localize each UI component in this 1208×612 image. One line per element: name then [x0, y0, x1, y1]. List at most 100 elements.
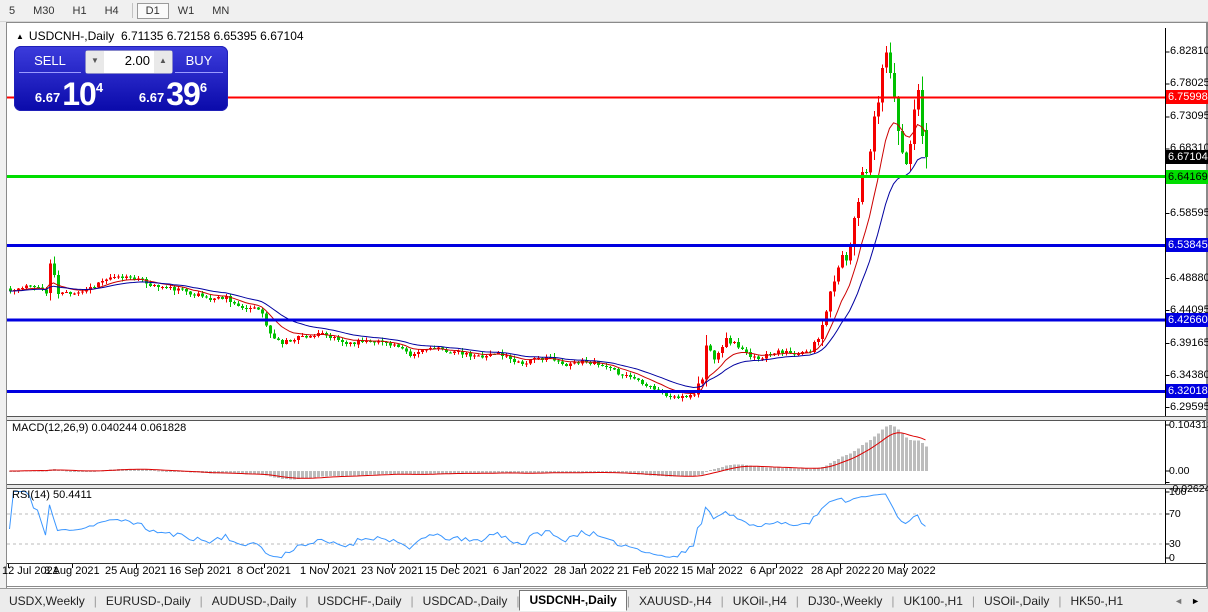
tab-separator: | [93, 593, 97, 608]
date-label-25-Aug-2021: 25 Aug 2021 [105, 565, 167, 577]
macd-axis-label-0: 0.104313 [1169, 419, 1208, 431]
tab-separator: | [305, 593, 309, 608]
rsi-axis-label-100: 100 [1169, 486, 1187, 498]
chart-window [6, 22, 1208, 589]
date-label-12-Jul-2021: 12 Jul 2021 [2, 565, 59, 577]
chart-tab-usdchf-daily[interactable]: USDCHF-,Daily [317, 593, 402, 608]
sell-button[interactable]: SELL [19, 50, 81, 73]
symbol-tabbar: USDX,Weekly | EURUSD-,Daily | AUDUSD-,Daily |… [0, 588, 1208, 612]
chart-tab-ukoil-h4[interactable]: UKOil-,H4 [732, 593, 787, 608]
candlesticks [9, 42, 928, 402]
price-tick-label-6.82810: 6.82810 [1170, 45, 1208, 57]
tab-separator: | [410, 593, 414, 608]
price-tick-label-6.48880: 6.48880 [1170, 272, 1208, 284]
chart-tab-audusd-daily[interactable]: AUDUSD-,Daily [211, 593, 297, 608]
price-tick-label-6.34380: 6.34380 [1170, 369, 1208, 381]
timeframe-button-h4[interactable]: H4 [104, 4, 119, 17]
date-label-20-May-2022: 20 May 2022 [872, 565, 936, 577]
date-label-23-Nov-2021: 23 Nov 2021 [361, 565, 424, 577]
macd-signal-line [9, 432, 926, 479]
buy-price-tile[interactable]: 6.67 39 6 [122, 75, 224, 112]
buy-price-base: 6.67 [138, 90, 165, 105]
buy-price-big: 39 [166, 76, 201, 112]
sell-price-base: 6.67 [34, 90, 61, 105]
line-price-label-6.64169: 6.64169 [1166, 170, 1208, 184]
panel-splitter-main-macd[interactable] [7, 417, 1206, 420]
macd-axis-label-2: -0.026249 [1169, 483, 1208, 495]
macd-axis-label-1: 0.00 [1169, 465, 1190, 477]
date-label-21-Feb-2022: 21 Feb 2022 [617, 565, 679, 577]
date-label-15-Dec-2021: 15 Dec 2021 [425, 565, 488, 577]
line-price-label-6.53845: 6.53845 [1166, 238, 1208, 252]
date-label-16-Sep-2021: 16 Sep 2021 [169, 565, 232, 577]
chart-tab-usdcnh-daily[interactable]: USDCNH-,Daily [519, 590, 627, 611]
rsi-axis-label-30: 30 [1169, 538, 1181, 550]
ema-slow-line [9, 157, 926, 389]
date-label-1-Nov-2021: 1 Nov 2021 [300, 565, 357, 577]
panel-splitter-macd-rsi[interactable] [7, 485, 1206, 488]
sell-price-big: 10 [62, 76, 97, 112]
chart-tab-eurusd-daily[interactable]: EURUSD-,Daily [105, 593, 191, 608]
tab-separator: | [1058, 593, 1062, 608]
volume-increase-button[interactable]: ▲ [154, 51, 172, 73]
chart-tab-usdx-weekly[interactable]: USDX,Weekly [9, 593, 85, 608]
rsi-axis-label-70: 70 [1169, 508, 1181, 520]
tab-scroll-arrows: ◄ ► [1174, 596, 1208, 606]
tab-separator: | [626, 593, 630, 608]
chart-tab-usdcad-daily[interactable]: USDCAD-,Daily [422, 593, 508, 608]
date-label-6-Apr-2022: 6 Apr 2022 [750, 565, 804, 577]
date-label-15-Mar-2022: 15 Mar 2022 [681, 565, 743, 577]
tab-separator: | [891, 593, 895, 608]
date-label-6-Jan-2022: 6 Jan 2022 [493, 565, 548, 577]
toolbar-separator [131, 3, 133, 18]
chart-tab-dj30-weekly[interactable]: DJ30-,Weekly [807, 593, 883, 608]
tab-separator: | [971, 593, 976, 608]
current-price-label: 6.67104 [1166, 150, 1208, 164]
ohlc-values: 6.71135 6.72158 6.65395 6.67104 [120, 29, 304, 43]
rsi-line [9, 491, 926, 559]
timeframe-button-d1[interactable]: D1 [136, 2, 169, 19]
price-tick-label-6.29595: 6.29595 [1170, 401, 1208, 413]
collapse-arrow-icon[interactable]: ▲ [16, 32, 24, 41]
chart-tab-uk100-h1[interactable]: UK100-,H1 [903, 593, 963, 608]
chart-window-border [6, 22, 1207, 587]
date-label-8-Oct-2021: 8 Oct 2021 [237, 565, 291, 577]
rsi-axis-label-0: 0 [1169, 552, 1175, 564]
chart-tab-usoil-daily[interactable]: USOil-,Daily [984, 593, 1050, 608]
line-price-label-6.75998: 6.75998 [1166, 90, 1208, 104]
sell-price-sup: 4 [95, 80, 104, 95]
tab-separator: | [795, 593, 799, 608]
timeframe-button-m30[interactable]: M30 [33, 4, 55, 17]
price-tick-label-6.39165: 6.39165 [1170, 337, 1208, 349]
price-tick-label-6.58595: 6.58595 [1170, 207, 1208, 219]
date-label-28-Jan-2022: 28 Jan 2022 [554, 565, 615, 577]
timeframe-button-w1[interactable]: W1 [177, 4, 195, 17]
timeframe-button-mn[interactable]: MN [212, 4, 230, 17]
line-price-label-6.32018: 6.32018 [1166, 384, 1208, 398]
ema-fast-line [9, 122, 926, 395]
volume-value[interactable]: 2.00 [124, 53, 150, 68]
symbol-title: USDCNH-,Daily [28, 29, 115, 43]
sell-price-tile[interactable]: 6.67 10 4 [18, 75, 120, 112]
date-label-3-Aug-2021: 3 Aug 2021 [44, 565, 100, 577]
price-tick-label-6.78025: 6.78025 [1170, 77, 1208, 89]
date-label-28-Apr-2022: 28 Apr 2022 [811, 565, 871, 577]
buy-price-sup: 6 [199, 80, 208, 95]
timeframe-button-5[interactable]: 5 [9, 4, 16, 17]
chart-tab-xauusd-h4[interactable]: XAUUSD-,H4 [638, 593, 712, 608]
chart-tab-hk50-h1[interactable]: HK50-,H1 [1070, 593, 1124, 608]
volume-decrease-button[interactable]: ▼ [86, 51, 104, 73]
tab-separator: | [720, 593, 724, 608]
line-price-label-6.42660: 6.42660 [1166, 313, 1208, 327]
tab-scroll-right-icon[interactable]: ► [1191, 595, 1200, 606]
one-click-trade-panel: SELL ▼ 2.00 ▲ BUY 6.67 10 4 6.67 39 6 [14, 46, 228, 111]
timeframe-button-h1[interactable]: H1 [72, 4, 87, 17]
tab-separator: | [199, 593, 203, 608]
timeframe-toolbar: 5 M30 H1 H4 D1 W1 MN [0, 0, 1208, 22]
buy-button[interactable]: BUY [175, 50, 223, 73]
tab-separator: | [516, 593, 520, 608]
tab-scroll-left-icon[interactable]: ◄ [1174, 595, 1184, 606]
price-tick-label-6.73095: 6.73095 [1170, 110, 1208, 122]
rsi-label: RSI(14) 50.4411 [12, 489, 92, 501]
